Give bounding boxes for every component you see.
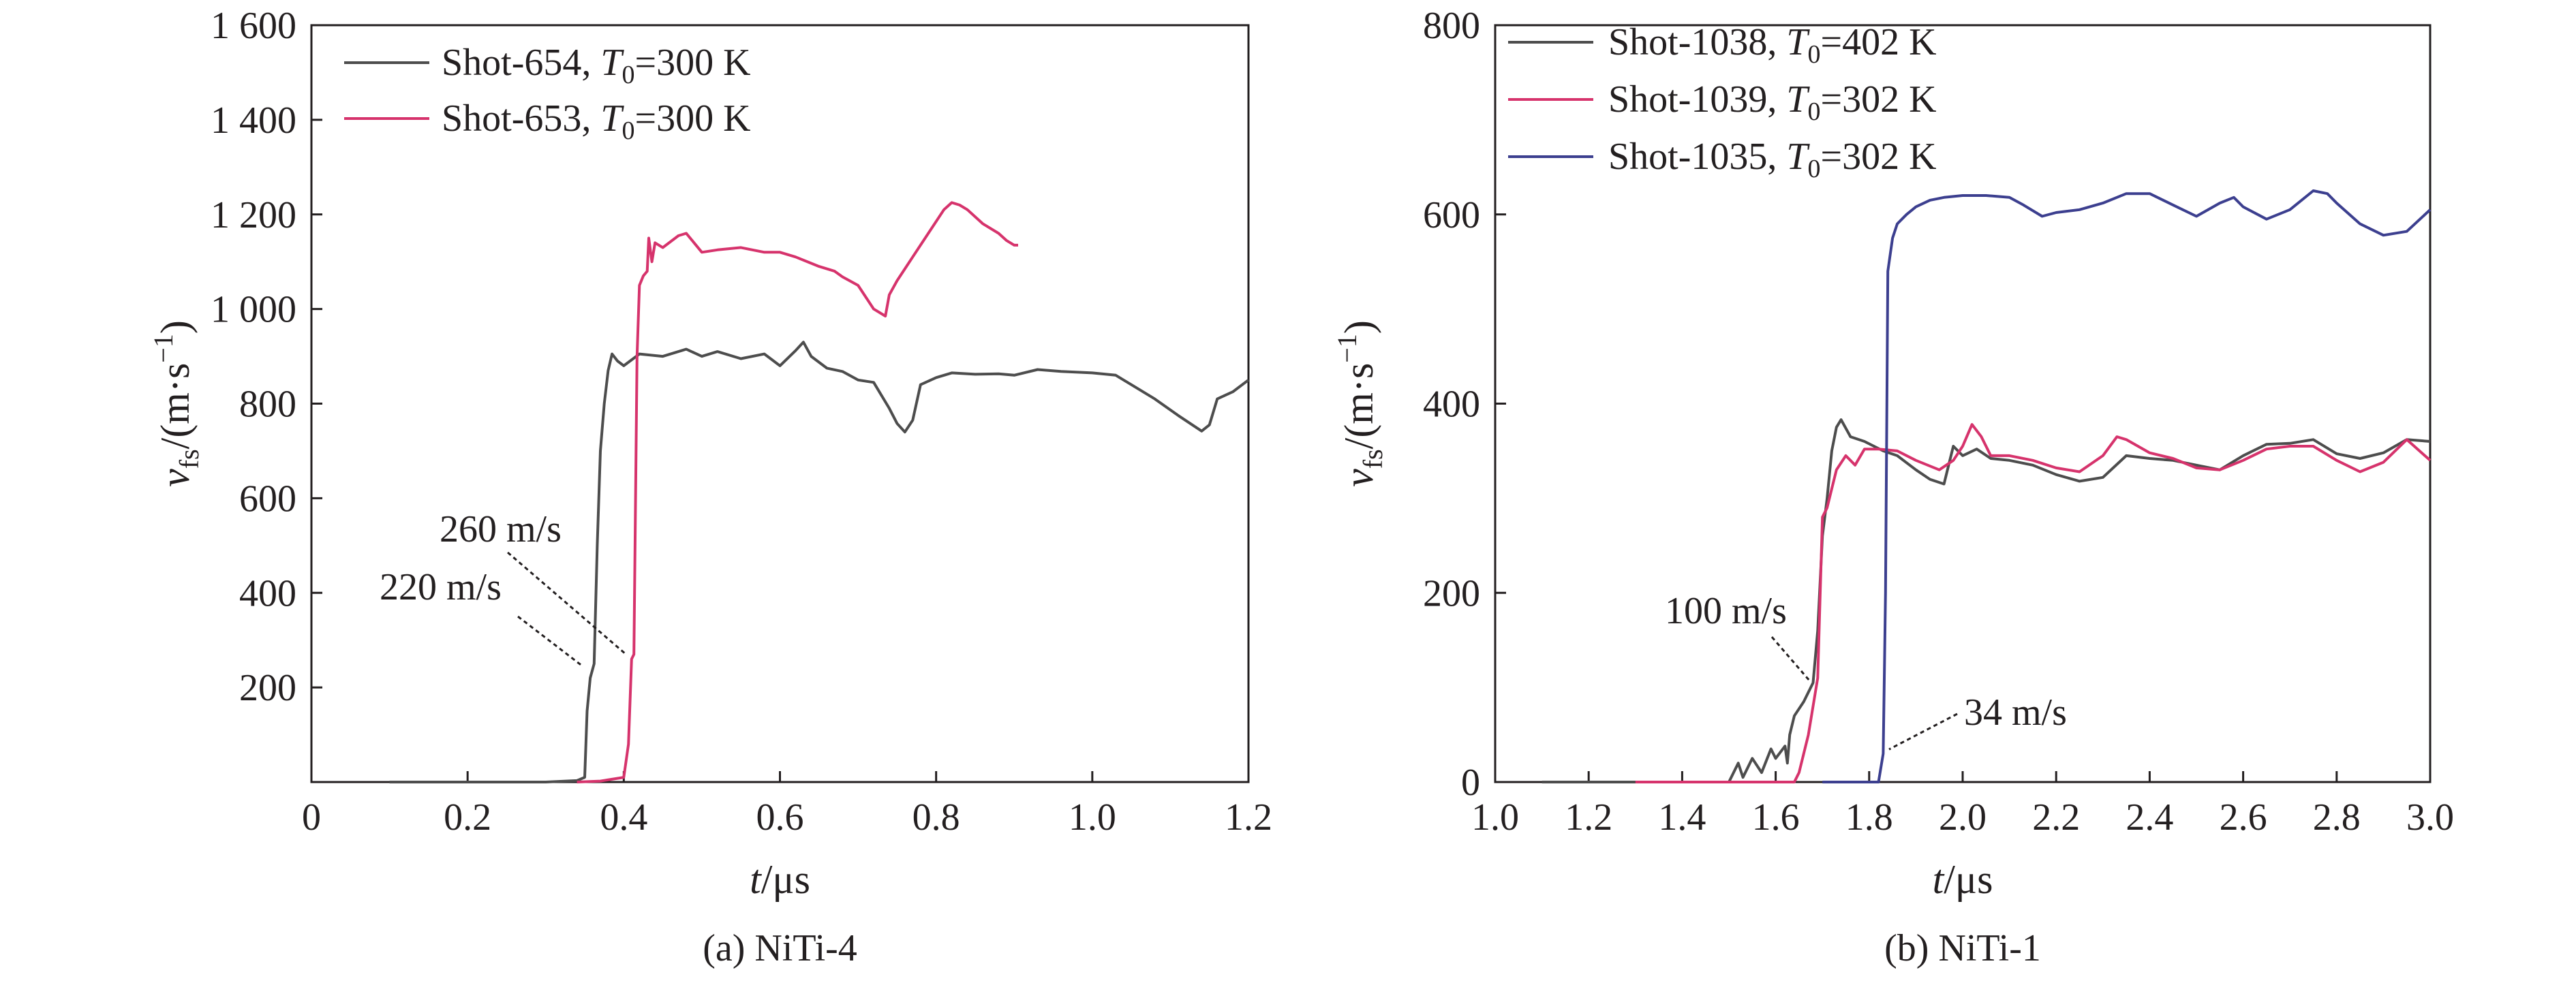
x-tick-label: 0.6 <box>756 796 804 839</box>
y-tick-label: 1 200 <box>211 194 296 236</box>
panel-caption: (b) NiTi-1 <box>1884 927 2041 969</box>
x-axis-title: t/μs <box>1933 857 1993 902</box>
y-tick-label: 200 <box>1423 572 1480 614</box>
x-tick-label: 1.2 <box>1565 796 1612 839</box>
y-tick-label: 800 <box>239 384 296 426</box>
series-line-shot-653 <box>577 201 1018 783</box>
y-tick-label: 1 600 <box>211 5 296 47</box>
series-line-shot-1038 <box>1542 418 2431 783</box>
y-tick-label: 400 <box>239 572 296 614</box>
annotation-leader <box>1770 636 1811 682</box>
annotation-leader <box>507 551 626 655</box>
x-tick-label: 2.4 <box>2126 796 2173 839</box>
x-tick-label: 1.0 <box>1069 796 1116 839</box>
y-tick-label: 800 <box>1423 5 1480 47</box>
x-tick-label: 1.0 <box>1471 796 1519 839</box>
annotation-leader <box>517 615 583 668</box>
x-tick-label: 2.2 <box>2032 796 2080 839</box>
chart-panel-b: 1.0 1.2 1.4 1.6 1.8 2.0 2.2 2.4 2.6 2.8 3.0 0 200 400… <box>1332 5 2454 969</box>
legend-entry: Shot-653, T0=300 K <box>442 97 751 145</box>
x-tick-label: 0.2 <box>444 796 491 839</box>
legend-entry: Shot-1038, T0=402 K <box>1608 21 1937 69</box>
x-tick-label: 0.8 <box>913 796 960 839</box>
annotation-label: 100 m/s <box>1665 590 1787 632</box>
x-axis-title: t/μs <box>750 857 810 902</box>
x-tick-label: 2.8 <box>2313 796 2361 839</box>
y-axis-title: vfs/(m·s−1) <box>1332 320 1388 487</box>
x-tick-label: 0 <box>302 796 321 839</box>
y-tick-label: 200 <box>239 667 296 709</box>
x-tick-label: 1.8 <box>1845 796 1893 839</box>
panel-caption: (a) NiTi-4 <box>703 927 857 969</box>
annotation-label: 34 m/s <box>1964 691 2067 734</box>
y-tick-label: 1 400 <box>211 99 296 142</box>
x-tick-label: 2.6 <box>2220 796 2267 839</box>
y-tick-label: 600 <box>1423 194 1480 236</box>
x-tick-label: 3.0 <box>2406 796 2454 839</box>
x-tick-label: 2.0 <box>1939 796 1987 839</box>
y-axis-title: vfs/(m·s−1) <box>148 320 204 487</box>
annotation-leader <box>1888 713 1958 751</box>
series-line-shot-654 <box>389 341 1250 783</box>
annotation-label: 220 m/s <box>380 566 502 608</box>
series-line-shot-1039 <box>1635 423 2432 783</box>
y-tick-label: 0 <box>1461 762 1480 804</box>
chart-panel-a: 0 0.2 0.4 0.6 0.8 1.0 1.2 200 400 600 800 1 000 1 20… <box>148 5 1272 969</box>
legend-entry: Shot-1035, T0=302 K <box>1608 136 1937 183</box>
series-line-shot-1035 <box>1822 189 2432 783</box>
annotation-label: 260 m/s <box>440 508 562 550</box>
y-tick-label: 400 <box>1423 384 1480 426</box>
x-tick-label: 1.2 <box>1225 796 1272 839</box>
x-tick-label: 0.4 <box>600 796 647 839</box>
legend-entry: Shot-1039, T0=302 K <box>1608 78 1937 126</box>
x-tick-label: 1.4 <box>1658 796 1706 839</box>
y-tick-label: 600 <box>239 478 296 520</box>
legend-entry: Shot-654, T0=300 K <box>442 42 751 89</box>
x-tick-label: 1.6 <box>1752 796 1800 839</box>
y-tick-label: 1 000 <box>211 289 296 331</box>
